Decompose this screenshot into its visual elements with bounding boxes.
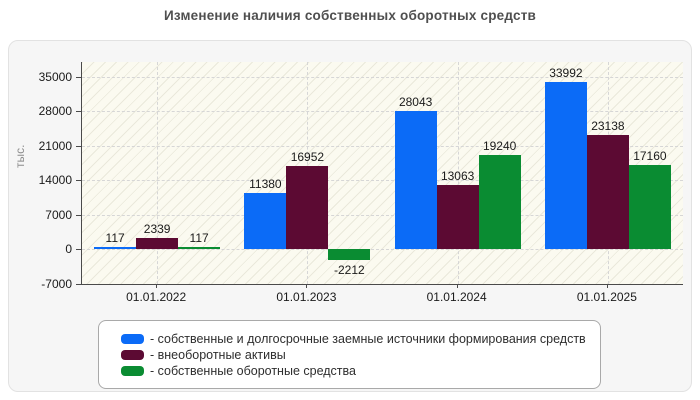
y-tick-mark bbox=[76, 214, 81, 216]
y-tick-label: 7000 bbox=[45, 207, 72, 222]
bar-value-label: 11380 bbox=[249, 177, 282, 192]
bar-value-label: 23138 bbox=[591, 119, 625, 134]
h-gridline bbox=[82, 76, 683, 78]
bar-01.01.2024-s0 bbox=[394, 111, 437, 250]
x-tick-label: 01.01.2025 bbox=[576, 290, 637, 304]
h-gridline bbox=[82, 249, 683, 251]
bar-value-label: -2212 bbox=[334, 263, 365, 278]
bar-value-label: 19240 bbox=[482, 138, 517, 153]
bar-01.01.2023-s2 bbox=[328, 249, 371, 261]
bar-01.01.2023-s1 bbox=[286, 165, 329, 250]
h-gridline bbox=[82, 214, 683, 216]
y-tick-label: 21000 bbox=[38, 138, 72, 153]
bar-01.01.2023-s0 bbox=[244, 193, 287, 250]
x-tick-label: 01.01.2024 bbox=[426, 290, 487, 304]
bar-value-label: 28043 bbox=[398, 95, 433, 110]
x-tick-mark bbox=[306, 284, 308, 288]
y-tick-label: 35000 bbox=[38, 69, 72, 84]
legend-label: - собственные и долгосрочные заемные ист… bbox=[150, 332, 586, 346]
bar-01.01.2024-s2 bbox=[478, 154, 521, 250]
y-tick-label: 28000 bbox=[38, 104, 72, 119]
chart-title: Изменение наличия собственных оборотных … bbox=[163, 8, 537, 23]
x-axis: 01.01.2022 01.01.2023 01.01.2024 01.01.2025 bbox=[81, 284, 682, 308]
legend-swatch-icon bbox=[121, 334, 144, 344]
bar-value-label: 117 bbox=[105, 231, 125, 246]
h-gridline bbox=[82, 111, 683, 113]
x-tick-label: 01.01.2022 bbox=[126, 290, 187, 304]
y-tick-mark bbox=[76, 180, 81, 182]
y-tick-mark bbox=[76, 76, 81, 78]
y-tick-label: -7000 bbox=[41, 277, 72, 291]
x-tick-label: 01.01.2023 bbox=[276, 290, 337, 304]
bar-01.01.2022-s1 bbox=[136, 237, 179, 250]
bar-value-label: 2339 bbox=[143, 221, 171, 236]
bar-value-label: 33992 bbox=[549, 65, 583, 80]
h-gridline bbox=[82, 145, 683, 147]
v-gridline bbox=[457, 62, 459, 284]
bar-01.01.2022-s2 bbox=[178, 247, 221, 250]
y-tick-label: 14000 bbox=[38, 173, 72, 188]
bar-value-label: 16952 bbox=[290, 149, 325, 164]
bar-01.01.2025-s2 bbox=[628, 164, 671, 250]
y-tick-mark bbox=[76, 249, 81, 251]
y-tick-mark bbox=[76, 145, 81, 147]
plot-area: 117 11380 28043 33992 2339 16952 13063 23138 117… bbox=[81, 62, 683, 285]
x-tick-mark bbox=[156, 284, 158, 288]
bar-value-label: 13063 bbox=[440, 169, 475, 184]
y-tick-mark bbox=[76, 284, 81, 285]
chart-panel: тыс. 35000 28000 21000 14000 7000 0 -7000 117 1… bbox=[8, 40, 692, 392]
x-tick-mark bbox=[456, 284, 458, 288]
bar-value-label: 17160 bbox=[633, 148, 667, 163]
y-tick-mark bbox=[76, 111, 81, 113]
legend-swatch-icon bbox=[121, 350, 144, 360]
bar-01.01.2025-s0 bbox=[544, 81, 587, 250]
y-tick-label: 0 bbox=[65, 242, 72, 257]
bar-01.01.2024-s1 bbox=[436, 185, 479, 250]
y-axis: 35000 28000 21000 14000 7000 0 -7000 bbox=[9, 62, 81, 290]
legend-item: - собственные и долгосрочные заемные ист… bbox=[121, 332, 588, 346]
legend-item: - внеоборотные активы bbox=[121, 348, 588, 362]
bar-value-label: 117 bbox=[189, 231, 209, 246]
v-gridline bbox=[157, 62, 159, 284]
legend-label: - внеоборотные активы bbox=[150, 348, 286, 362]
bar-01.01.2025-s1 bbox=[586, 135, 629, 250]
x-tick-mark bbox=[606, 284, 608, 288]
bar-01.01.2022-s0 bbox=[94, 247, 137, 250]
legend-label: - собственные оборотные средства bbox=[150, 364, 356, 378]
legend: - собственные и долгосрочные заемные ист… bbox=[98, 320, 601, 389]
h-gridline bbox=[82, 180, 683, 182]
legend-swatch-icon bbox=[121, 366, 144, 376]
legend-item: - собственные оборотные средства bbox=[121, 364, 588, 378]
